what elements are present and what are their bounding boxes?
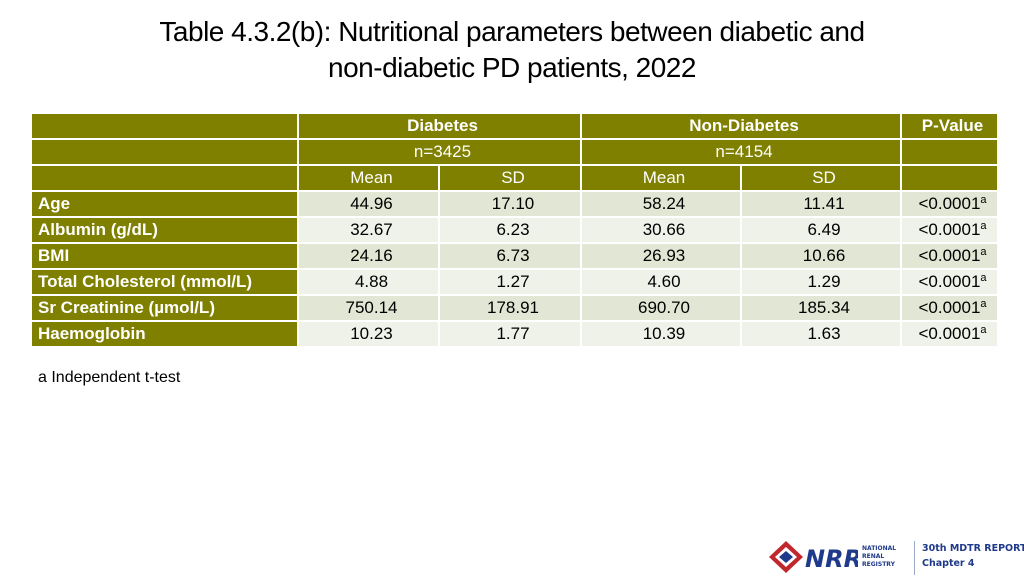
cell-p-value: <0.0001a [900, 242, 1000, 270]
stat-header-non-diabetes-mean: Mean [580, 164, 742, 192]
p-value-superscript: a [980, 194, 987, 206]
p-value-text: <0.0001 [918, 298, 981, 317]
cell-non-diabetes-sd: 1.63 [739, 320, 903, 348]
registry-line: RENAL [862, 553, 885, 560]
group-header-non-diabetes: Non-Diabetes [579, 112, 903, 140]
cell-non-diabetes-sd: 6.49 [739, 216, 903, 244]
nrr-logo: NRR NATIONAL RENAL REGISTRY [768, 540, 908, 574]
cell-diabetes-sd: 6.73 [438, 242, 582, 270]
cell-non-diabetes-mean: 26.93 [580, 242, 742, 270]
count-diabetes: n=3425 [297, 138, 582, 166]
cell-non-diabetes-mean: 690.70 [580, 294, 742, 322]
stat-header-diabetes-sd: SD [438, 164, 582, 192]
stat-header-diabetes-mean: Mean [297, 164, 440, 192]
cell-diabetes-sd: 178.91 [438, 294, 582, 322]
page-title-line-1: Table 4.3.2(b): Nutritional parameters b… [159, 16, 865, 47]
nrr-emblem-icon [769, 541, 803, 573]
table-row: Total Cholesterol (mmol/L) 4.88 1.27 4.6… [30, 268, 1000, 296]
stat-header-non-diabetes-sd: SD [739, 164, 903, 192]
count-non-diabetes: n=4154 [579, 138, 903, 166]
cell-p-value: <0.0001a [900, 294, 1000, 322]
count-header-row: n=3425 n=4154 [30, 138, 1000, 166]
nrr-logo-wordmark: NRR [805, 545, 858, 572]
p-value-text: <0.0001 [918, 220, 981, 239]
registry-line: NATIONAL [862, 545, 897, 552]
p-value-superscript: a [980, 220, 987, 232]
table-row: Sr Creatinine (µmol/L) 750.14 178.91 690… [30, 294, 1000, 322]
cell-diabetes-mean: 10.23 [297, 320, 440, 348]
cell-diabetes-mean: 4.88 [297, 268, 440, 296]
p-value-text: <0.0001 [918, 324, 981, 343]
nutrition-table: Diabetes Non-Diabetes P-Value n=3425 n=4… [30, 112, 1000, 348]
p-value-text: <0.0001 [918, 272, 981, 291]
cell-diabetes-sd: 1.77 [438, 320, 582, 348]
cell-diabetes-sd: 1.27 [438, 268, 582, 296]
p-value-superscript: a [980, 324, 987, 336]
report-label: 30th MDTR REPORT 2022 Chapter 4 [914, 541, 1024, 575]
cell-non-diabetes-mean: 58.24 [580, 190, 742, 218]
table-row: Albumin (g/dL) 32.67 6.23 30.66 6.49 <0.… [30, 216, 1000, 244]
p-value-superscript: a [980, 272, 987, 284]
cell-non-diabetes-sd: 10.66 [739, 242, 903, 270]
cell-p-value: <0.0001a [900, 320, 1000, 348]
report-chapter: Chapter 4 [922, 558, 975, 569]
stat-header-p-value-blank [900, 164, 1000, 192]
p-value-text: <0.0001 [918, 194, 981, 213]
cell-diabetes-mean: 750.14 [297, 294, 440, 322]
registry-name: NATIONAL RENAL REGISTRY [862, 545, 896, 569]
page-title: Table 4.3.2(b): Nutritional parameters b… [0, 14, 1024, 86]
cell-diabetes-sd: 6.23 [438, 216, 582, 244]
cell-diabetes-mean: 24.16 [297, 242, 440, 270]
page-title-line-2: non-diabetic PD patients, 2022 [328, 52, 696, 83]
nrr-logo-text: NRR [805, 545, 858, 572]
cell-p-value: <0.0001a [900, 190, 1000, 218]
p-value-superscript: a [980, 298, 987, 310]
cell-non-diabetes-mean: 4.60 [580, 268, 742, 296]
cell-diabetes-sd: 17.10 [438, 190, 582, 218]
registry-line: REGISTRY [862, 561, 895, 568]
row-label: Sr Creatinine (µmol/L) [30, 294, 299, 322]
header-corner-cell [30, 112, 299, 140]
group-header-p-value: P-Value [900, 112, 1000, 140]
report-title: 30th MDTR REPORT 2022 [922, 543, 1024, 554]
header-corner-cell [30, 164, 299, 192]
p-value-text: <0.0001 [918, 246, 981, 265]
row-label: BMI [30, 242, 299, 270]
footnote: a Independent t-test [38, 369, 181, 386]
stat-header-row: Mean SD Mean SD [30, 164, 1000, 192]
row-label: Total Cholesterol (mmol/L) [30, 268, 299, 296]
row-label: Haemoglobin [30, 320, 299, 348]
count-p-value-blank [900, 138, 1000, 166]
row-label: Albumin (g/dL) [30, 216, 299, 244]
cell-non-diabetes-sd: 185.34 [739, 294, 903, 322]
p-value-superscript: a [980, 246, 987, 258]
cell-non-diabetes-mean: 30.66 [580, 216, 742, 244]
cell-p-value: <0.0001a [900, 216, 1000, 244]
group-header-diabetes: Diabetes [297, 112, 582, 140]
header-corner-cell [30, 138, 299, 166]
cell-diabetes-mean: 44.96 [297, 190, 440, 218]
table-row: Age 44.96 17.10 58.24 11.41 <0.0001a [30, 190, 1000, 218]
cell-diabetes-mean: 32.67 [297, 216, 440, 244]
cell-non-diabetes-sd: 1.29 [739, 268, 903, 296]
cell-non-diabetes-sd: 11.41 [739, 190, 903, 218]
group-header-row: Diabetes Non-Diabetes P-Value [30, 112, 1000, 140]
cell-non-diabetes-mean: 10.39 [580, 320, 742, 348]
table-row: Haemoglobin 10.23 1.77 10.39 1.63 <0.000… [30, 320, 1000, 348]
cell-p-value: <0.0001a [900, 268, 1000, 296]
row-label: Age [30, 190, 299, 218]
table-row: BMI 24.16 6.73 26.93 10.66 <0.0001a [30, 242, 1000, 270]
